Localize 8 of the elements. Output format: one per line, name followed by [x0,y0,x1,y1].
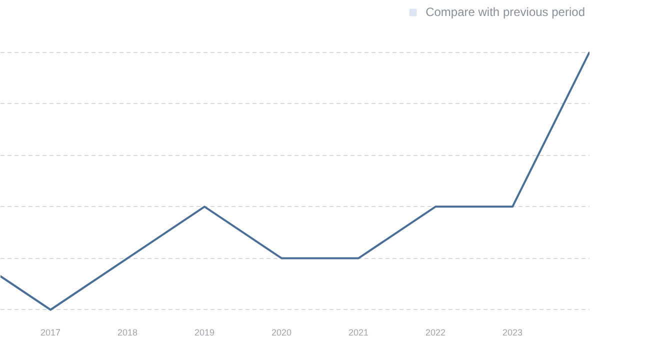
legend-label: Compare with previous period [426,5,585,19]
x-tick-label: 2017 [40,328,61,338]
x-tick-label: 2020 [272,328,292,338]
x-tick-label: 2023 [502,328,523,338]
x-tick-label: 2022 [426,328,446,338]
x-tick-label: 2019 [194,328,215,338]
x-tick-label: 2021 [348,328,369,338]
x-tick-label: 2018 [118,328,138,338]
